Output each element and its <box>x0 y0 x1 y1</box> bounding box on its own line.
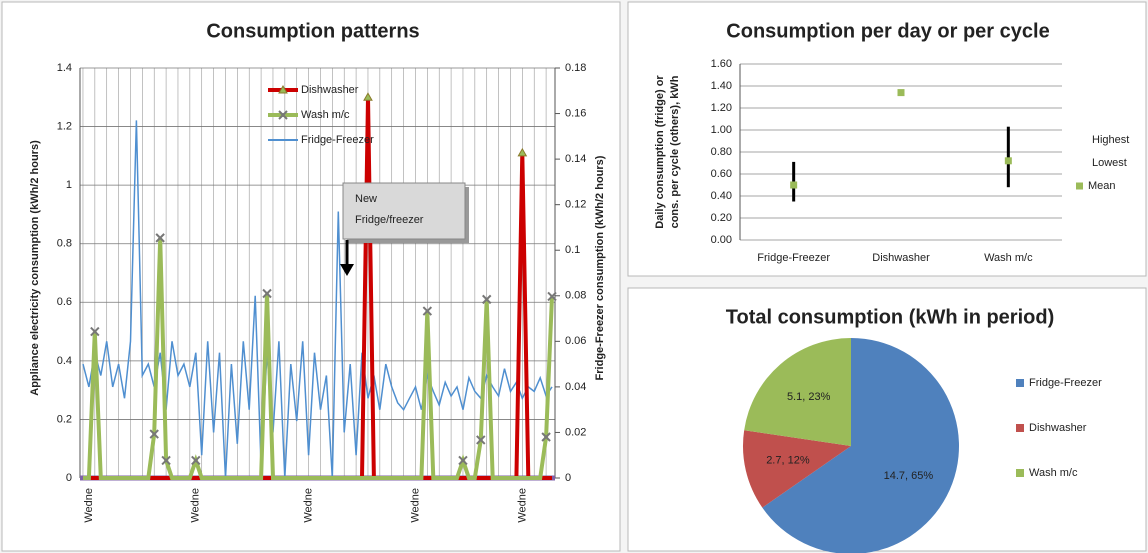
y2-tick-label: 0.04 <box>565 381 586 393</box>
y2-tick-label: 0 <box>565 472 571 484</box>
pie-slice <box>743 430 851 508</box>
legend-swatch <box>1016 469 1024 477</box>
y2-axis-label: Fridge-Freezer consumption (kWh/2 hours) <box>594 155 606 380</box>
x-tick-label: Fridge-Freezer <box>757 252 830 264</box>
y-tick-label: 0.8 <box>57 238 72 250</box>
annotation-text: Fridge/freezer <box>355 214 424 226</box>
chart-title: Consumption patterns <box>206 20 419 42</box>
mean-marker <box>1004 157 1012 165</box>
y-tick-label: 1.20 <box>711 102 732 114</box>
y-tick-label: 0.6 <box>57 296 72 308</box>
chart-title: Consumption per day or per cycle <box>726 20 1049 42</box>
panel <box>627 1 1147 277</box>
y2-tick-label: 0.14 <box>565 153 586 165</box>
legend-marker <box>278 84 288 94</box>
legend-label: Lowest <box>1092 157 1127 169</box>
marker <box>422 306 433 316</box>
y-tick-label: 0 <box>66 472 72 484</box>
marker <box>155 233 165 243</box>
y-tick-label: 0.40 <box>711 190 732 202</box>
y-axis-label: Daily consumption (fridge) or <box>654 75 666 229</box>
marker <box>458 455 468 466</box>
y-tick-label: 0.2 <box>57 413 72 425</box>
y-tick-label: 0.00 <box>711 234 732 246</box>
legend-label: Dishwasher <box>301 84 359 96</box>
legend-label: Mean <box>1088 180 1116 192</box>
legend-swatch <box>1076 182 1083 190</box>
annotation-box <box>342 182 466 240</box>
marker <box>149 429 159 439</box>
annotation-arrowhead <box>340 264 354 276</box>
marker <box>161 455 171 466</box>
marker <box>476 435 486 445</box>
x-tick-label: Wedne <box>409 488 421 523</box>
y-axis-label: Appliance electricity consumption (kWh/2… <box>29 140 41 396</box>
pie-slice <box>762 338 959 553</box>
legend-swatch <box>1016 379 1024 387</box>
y2-tick-label: 0.06 <box>565 335 586 347</box>
y-tick-label: 1 <box>66 179 72 191</box>
mean-marker <box>790 181 798 189</box>
y2-tick-label: 0.08 <box>565 290 586 302</box>
y-axis-label: cons. per cycle (others), kWh <box>669 75 681 228</box>
series-line <box>83 237 554 480</box>
value-label: 2.7, 12% <box>766 455 810 467</box>
pie-slice <box>744 338 851 446</box>
legend-label: Fridge-Freezer <box>1029 377 1102 389</box>
y-tick-label: 1.2 <box>57 120 72 132</box>
value-label: 5.1, 23% <box>787 391 831 403</box>
y2-tick-label: 0.12 <box>565 199 586 211</box>
y2-tick-label: 0.1 <box>565 244 580 256</box>
y-tick-label: 1.00 <box>711 124 732 136</box>
y2-tick-label: 0.18 <box>565 62 586 74</box>
marker <box>191 455 201 466</box>
y-tick-label: 1.60 <box>711 58 732 70</box>
legend-label: Wash m/c <box>1029 467 1078 479</box>
annotation-text: New <box>355 193 377 205</box>
mean-marker <box>897 89 905 97</box>
y-tick-label: 1.40 <box>711 80 732 92</box>
value-label: 14.7, 65% <box>884 470 934 482</box>
marker <box>517 147 528 157</box>
x-tick-label: Wedne <box>303 488 315 523</box>
legend-swatch <box>1016 424 1024 432</box>
y-tick-label: 0.20 <box>711 212 732 224</box>
marker <box>90 326 100 337</box>
marker <box>482 294 492 305</box>
y-tick-label: 0.60 <box>711 168 732 180</box>
y2-tick-label: 0.16 <box>565 107 586 119</box>
legend-marker <box>278 110 288 120</box>
x-tick-label: Wedne <box>83 488 95 523</box>
x-tick-label: Wedne <box>190 488 202 523</box>
chart-title: Total consumption (kWh in period) <box>726 306 1055 328</box>
legend-label: Fridge-Freezer <box>301 134 374 146</box>
y2-tick-label: 0.02 <box>565 426 586 438</box>
y-tick-label: 0.80 <box>711 146 732 158</box>
marker <box>363 92 373 101</box>
y-tick-label: 0.4 <box>57 355 72 367</box>
x-tick-label: Dishwasher <box>872 252 930 264</box>
marker <box>541 432 551 442</box>
x-tick-label: Wash m/c <box>984 252 1033 264</box>
marker <box>547 291 557 302</box>
x-tick-label: Wedne <box>516 488 528 523</box>
marker <box>262 288 272 299</box>
legend-label: Wash m/c <box>301 109 350 121</box>
series-line <box>82 120 553 479</box>
y-tick-label: 1.4 <box>57 62 72 74</box>
legend-label: Highest <box>1092 134 1129 146</box>
legend-label: Dishwasher <box>1029 422 1087 434</box>
